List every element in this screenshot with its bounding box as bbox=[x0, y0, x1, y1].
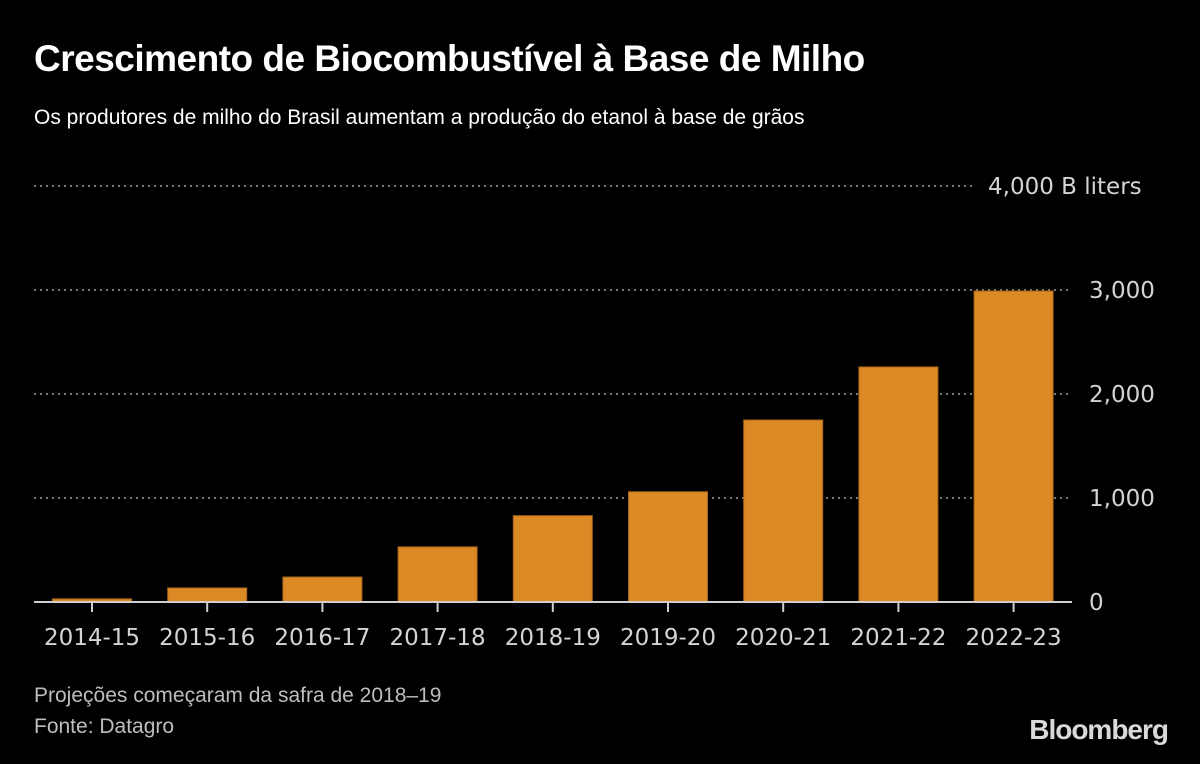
x-axis bbox=[34, 601, 1072, 612]
y-tick-label: 4,000 B liters bbox=[988, 174, 1142, 200]
bar bbox=[743, 419, 824, 603]
bloomberg-logo: Bloomberg bbox=[1029, 714, 1169, 745]
x-tick-label: 2018-19 bbox=[505, 625, 601, 651]
y-tick-label: 3,000 bbox=[1089, 278, 1155, 304]
source-note: Fonte: Datagro bbox=[34, 715, 175, 738]
bar bbox=[397, 546, 478, 603]
x-tick-label: 2014-15 bbox=[44, 625, 140, 651]
bars bbox=[52, 290, 1054, 603]
x-tick-label: 2019-20 bbox=[620, 625, 716, 651]
chart-subtitle: Os produtores de milho do Brasil aumenta… bbox=[34, 106, 805, 129]
projection-note: Projeções começaram da safra de 2018–19 bbox=[34, 684, 442, 707]
bar bbox=[858, 366, 939, 603]
bar bbox=[282, 576, 363, 603]
x-axis-labels: 2014-15 2015-16 2016-17 2017-18 2018-19 2019-… bbox=[44, 625, 1062, 651]
x-tick-label: 2020-21 bbox=[735, 625, 831, 651]
y-tick-label: 0 bbox=[1089, 590, 1104, 616]
bar bbox=[973, 290, 1054, 603]
y-axis-labels: 0 1,000 2,000 3,000 4,000 B liters bbox=[988, 174, 1155, 616]
bar bbox=[628, 491, 708, 603]
x-tick-label: 2022-23 bbox=[966, 625, 1062, 651]
bar bbox=[512, 515, 593, 603]
x-tick-label: 2015-16 bbox=[159, 625, 255, 651]
bar bbox=[167, 587, 248, 603]
y-tick-label: 1,000 bbox=[1089, 486, 1155, 512]
chart-title: Crescimento de Biocombustível à Base de … bbox=[34, 38, 865, 79]
y-tick-label: 2,000 bbox=[1089, 382, 1155, 408]
x-tick-label: 2017-18 bbox=[390, 625, 486, 651]
x-tick-label: 2021-22 bbox=[850, 625, 946, 651]
x-tick-label: 2016-17 bbox=[274, 625, 370, 651]
footnote: Projeções começaram da safra de 2018–19 … bbox=[34, 680, 441, 742]
